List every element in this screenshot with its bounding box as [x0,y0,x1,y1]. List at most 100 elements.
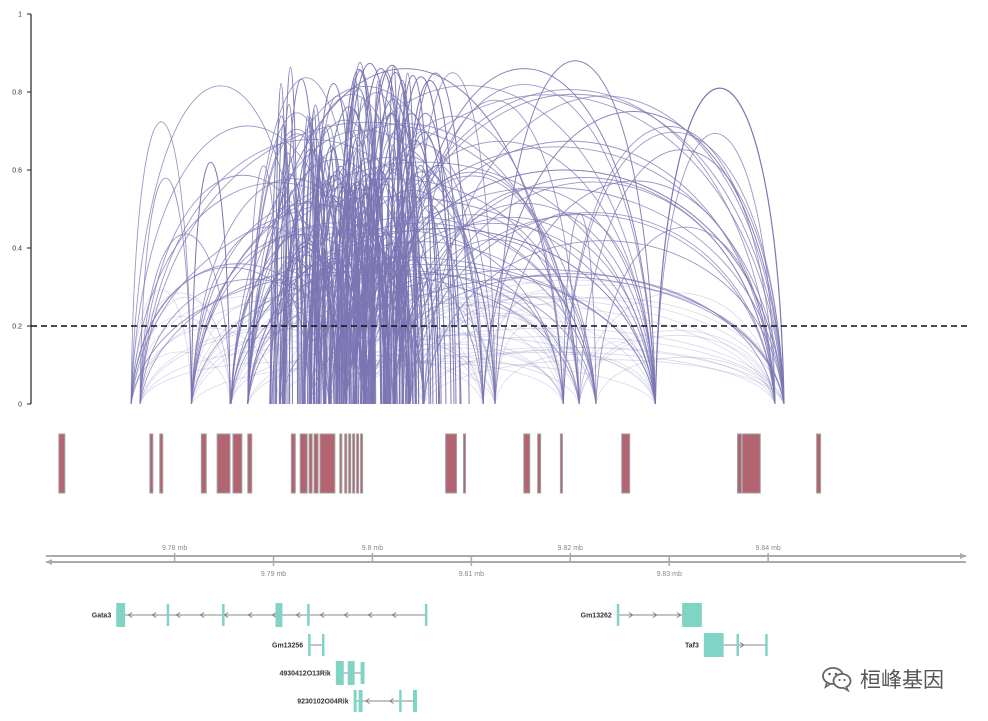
arc-75 [409,297,656,405]
arc-302 [390,109,404,405]
peak-2 [159,433,164,494]
arc-288 [355,205,367,405]
exon-3 [275,603,283,627]
strand-arrow [295,612,301,618]
exon-1 [322,634,325,656]
arc-304 [300,135,318,405]
strand-arrow [199,612,205,618]
gene-4930412o13rik: 4930412O13Rik [279,661,365,685]
peak-19 [462,433,466,494]
peak-18 [445,433,458,494]
exon-2 [360,662,365,684]
peak-4 [216,433,231,494]
gene-gm13262: Gm13262 [581,603,702,627]
peak-17 [360,433,364,494]
strand-arrow [628,612,634,618]
scale-label-lower-1: 9.81 mb [459,571,484,578]
arc-193 [279,104,298,405]
gene-label: 9230102O04Rik [297,699,348,706]
arc-6 [328,351,776,405]
exon-0 [335,661,344,685]
arc-319 [482,111,785,405]
arc-181 [190,264,656,405]
arc-264 [361,65,424,405]
strand-arrow [652,612,658,618]
arc-64 [191,302,776,405]
arc-230 [367,256,414,405]
arc-105 [562,132,785,405]
gene-label: Gm13256 [272,643,303,650]
gene-taf3: Taf3 [685,633,768,657]
arc-293 [269,173,312,405]
arc-4 [595,356,776,405]
strand-arrow [175,612,181,618]
arc-152 [279,268,785,405]
exon-1 [166,604,170,626]
exon-0 [616,604,620,626]
arc-68 [482,293,597,405]
strand-arrow [364,698,370,704]
arc-295 [339,62,401,405]
scale-label-upper-0: 9.78 mb [162,545,187,552]
arc-312 [399,80,461,405]
arc-147 [230,216,597,405]
strand-arrow [388,698,394,704]
gene-gata3: Gata3 [92,603,428,627]
peak-8 [299,433,308,494]
arc-24 [578,292,776,405]
arc-311 [355,243,398,405]
arc-305 [398,204,462,405]
peak-13 [344,433,348,494]
arc-292 [344,264,374,405]
arc-129 [595,226,776,405]
peak-track [58,433,822,494]
scale-label-upper-3: 9.84 mb [756,545,781,552]
scale-label-lower-2: 9.83 mb [657,571,682,578]
arc-104 [139,233,232,405]
arc-121 [409,100,580,405]
strand-arrow [151,612,157,618]
y-tick-label-5: 1 [18,12,22,19]
exon-4 [307,604,310,626]
arc-88 [139,177,192,405]
arc-310 [367,113,417,405]
peak-7 [290,433,296,494]
exon-1 [736,634,739,656]
gene-label: 4930412O13Rik [279,671,330,678]
arc-296 [304,104,327,405]
arc-286 [310,82,357,405]
arc-118 [364,89,776,405]
arc-106 [482,212,656,405]
arc-43 [130,292,232,405]
y-tick-label-3: 0.6 [12,168,22,175]
scale-label-upper-1: 9.8 mb [362,545,384,552]
exon-2 [222,604,225,626]
arc-313 [654,87,785,405]
strand-arrow [343,612,349,618]
strand-arrow [739,642,745,648]
peak-26 [816,433,822,494]
arc-50 [364,279,785,405]
peak-23 [621,433,631,494]
peak-3 [200,433,207,494]
y-axis: 0 0.2 0.4 0.6 0.8 1 [12,12,32,409]
arc-236 [401,72,470,405]
strand-arrow [367,612,373,618]
peak-24 [736,433,742,494]
peak-12 [339,433,343,494]
strand-arrow [271,612,277,618]
exon-0 [353,690,357,712]
exon-0 [116,603,126,627]
arc-317 [392,68,656,405]
exon-1 [682,603,702,627]
exon-2 [765,634,768,656]
peak-1 [149,433,154,494]
arc-15 [494,324,564,405]
y-tick-label-2: 0.4 [12,246,22,253]
arc-60 [230,295,776,405]
gene-9230102o04rik: 9230102O04Rik [297,690,417,712]
arc-140 [130,121,192,405]
strand-arrow [676,612,682,618]
arc-320 [494,60,656,405]
